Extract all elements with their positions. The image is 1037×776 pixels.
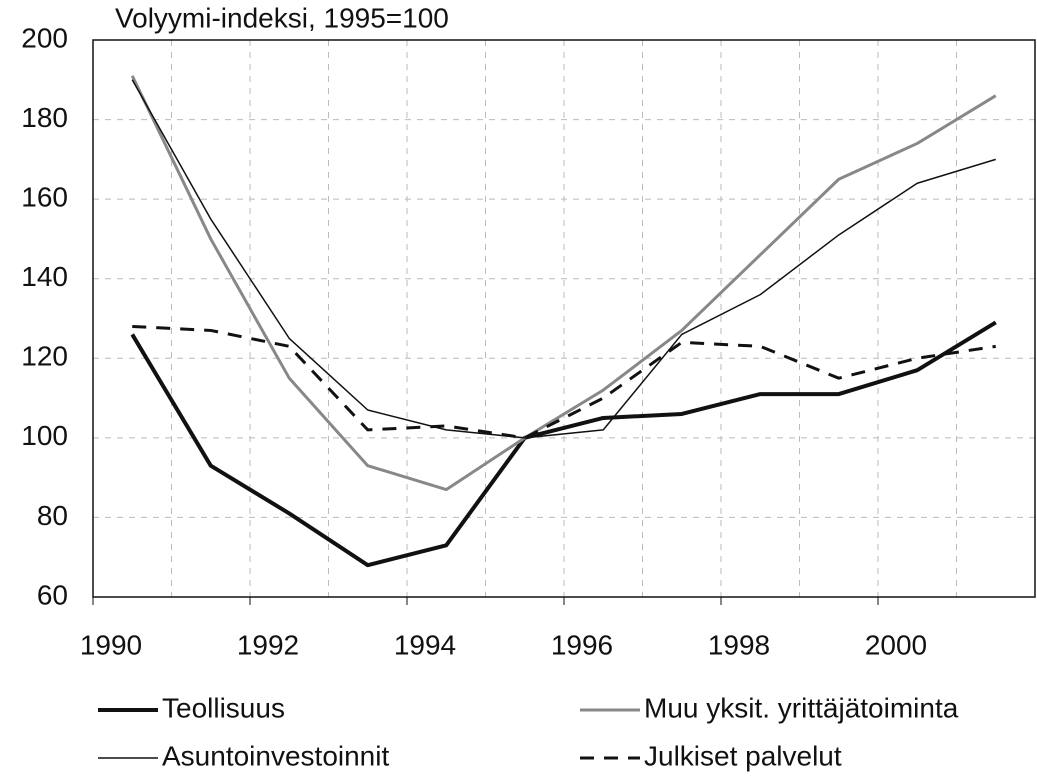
x-tick-label: 1994 bbox=[394, 629, 456, 660]
series-line bbox=[130, 320, 997, 568]
y-tick-label: 200 bbox=[21, 22, 68, 53]
series-line bbox=[131, 79, 996, 439]
x-tick-label: 1990 bbox=[80, 629, 142, 660]
legend-label: Muu yksit. yrittäjätoiminta bbox=[644, 692, 959, 723]
legend-label: Teollisuus bbox=[162, 692, 285, 723]
plot-frame bbox=[92, 39, 1036, 598]
legend-label: Julkiset palvelut bbox=[644, 740, 842, 771]
y-tick-label: 180 bbox=[21, 102, 68, 133]
legend-label: Asuntoinvestoinnit bbox=[162, 740, 389, 771]
y-tick-label: 140 bbox=[21, 261, 68, 292]
x-tick-label: 2000 bbox=[865, 629, 927, 660]
y-tick-label: 100 bbox=[21, 420, 68, 451]
series-line bbox=[130, 75, 997, 492]
series-line bbox=[132, 324, 996, 440]
x-tick-label: 1992 bbox=[237, 629, 299, 660]
y-tick-label: 120 bbox=[21, 341, 68, 372]
y-tick-label: 80 bbox=[37, 500, 68, 531]
x-tick-label: 1998 bbox=[708, 629, 770, 660]
y-tick-label: 160 bbox=[21, 182, 68, 213]
y-tick-label: 60 bbox=[37, 579, 68, 610]
x-tick-label: 1996 bbox=[551, 629, 613, 660]
y-axis-label: Volyymi-indeksi, 1995=100 bbox=[115, 2, 449, 33]
